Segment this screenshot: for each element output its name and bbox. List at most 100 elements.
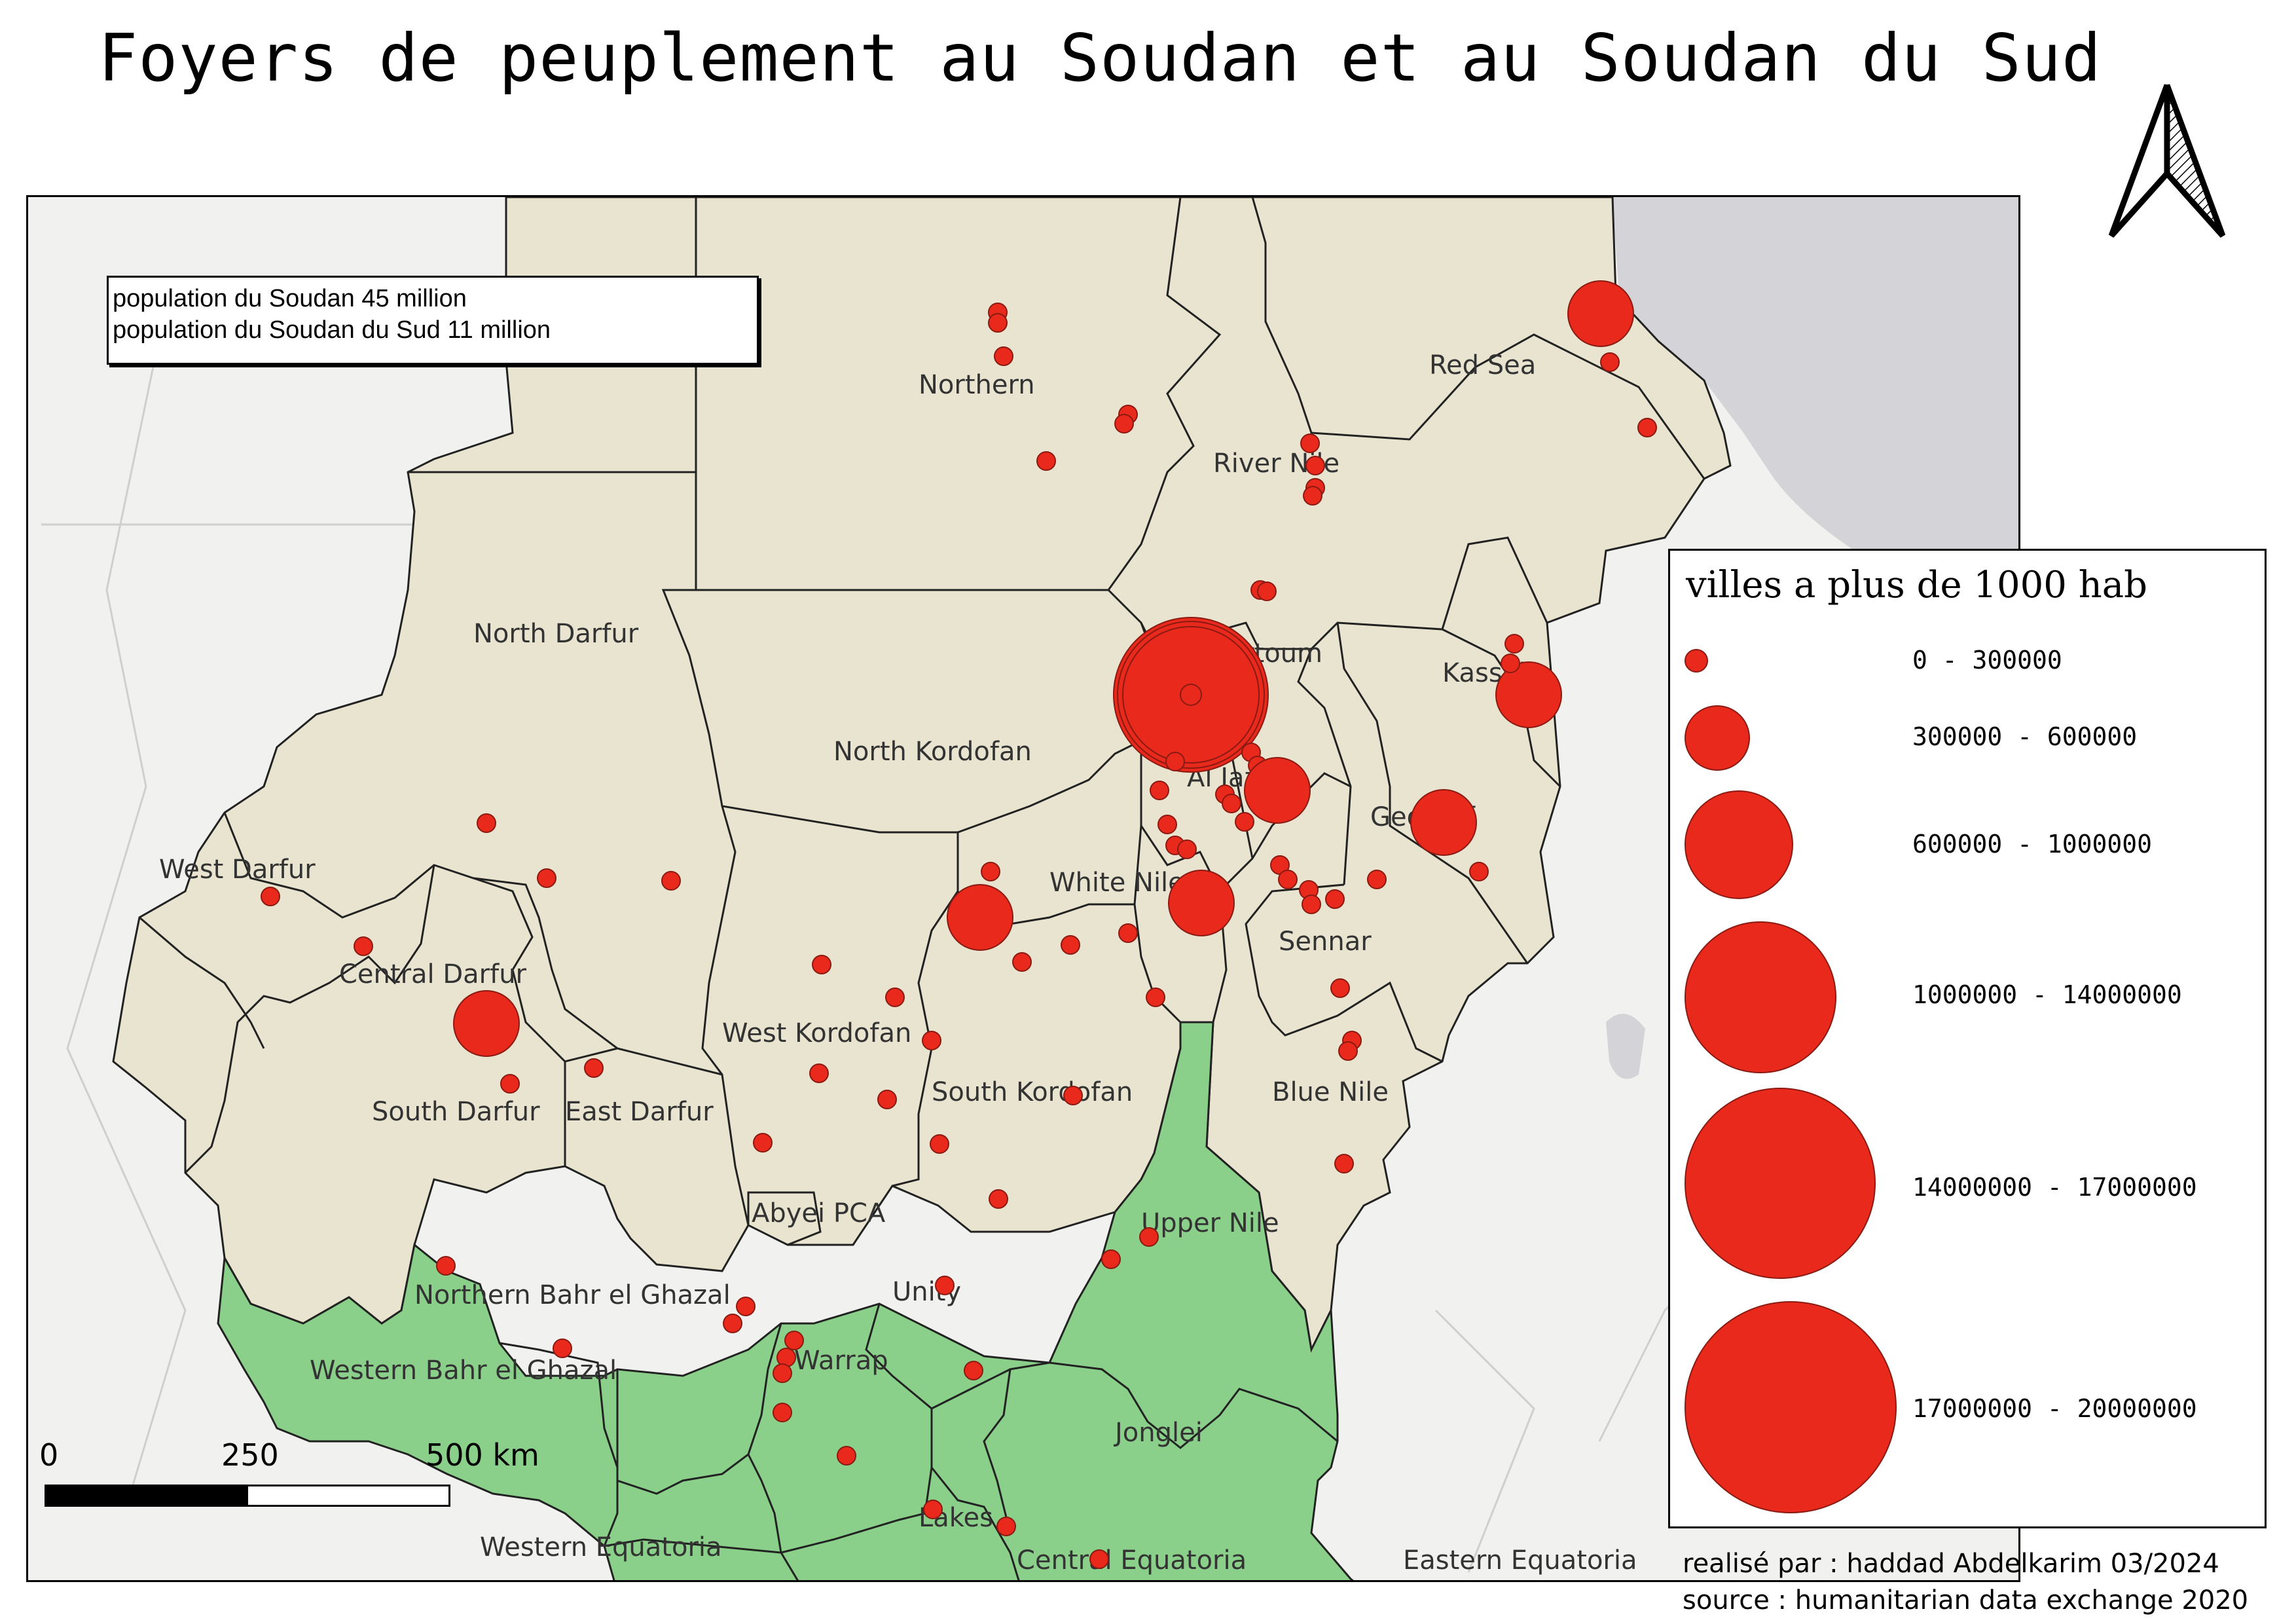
city-marker	[994, 346, 1013, 366]
city-marker	[922, 1031, 941, 1050]
population-south-sudan: population du Soudan du Sud 11 million	[113, 316, 551, 344]
author-credit: realisé par : haddad Abdelkarim 03/2024	[1683, 1549, 2219, 1579]
city-marker	[477, 813, 496, 833]
city-marker	[261, 887, 280, 906]
source-credit: source : humanitarian data exchange 2020	[1683, 1585, 2249, 1615]
city-marker	[1222, 794, 1241, 813]
label-abyei: Abyei PCA	[752, 1198, 886, 1228]
city-marker	[1600, 352, 1620, 372]
city-marker	[923, 1500, 943, 1519]
scale-bar-graphic	[45, 1485, 450, 1507]
label-eastern-equatoria: Eastern Equatoria	[1403, 1545, 1637, 1576]
city-marker	[1501, 654, 1520, 673]
city-marker	[1300, 434, 1320, 453]
label-northern: Northern	[919, 370, 1035, 400]
city-marker	[1061, 935, 1080, 955]
city-marker	[1338, 1041, 1358, 1061]
label-jonglei: Jonglei	[1113, 1418, 1203, 1448]
city-marker	[1101, 1249, 1121, 1269]
label-east-darfur: East Darfur	[565, 1097, 714, 1127]
city-marker	[723, 1314, 742, 1333]
lake-blob	[1606, 1014, 1645, 1079]
scale-bar-black-segment	[46, 1486, 248, 1505]
city-marker	[1036, 451, 1056, 471]
legend-circle-class-2	[1685, 705, 1750, 771]
label-north-kordofan: North Kordofan	[833, 737, 1032, 767]
city-marker	[1157, 815, 1177, 834]
city-marker	[1012, 952, 1032, 972]
scale-label-0: 0	[39, 1437, 59, 1473]
city-marker	[773, 1403, 792, 1422]
scale-label-250: 250	[221, 1437, 279, 1473]
population-sudan: population du Soudan 45 million	[113, 285, 467, 312]
label-red-sea: Red Sea	[1429, 350, 1536, 380]
legend-circle-class-1	[1685, 649, 1708, 673]
legend-circle-class-3	[1685, 790, 1793, 899]
label-sennar: Sennar	[1279, 927, 1372, 957]
city-marker	[1168, 870, 1235, 936]
city-marker	[877, 1090, 897, 1109]
city-marker	[1278, 870, 1298, 889]
label-north-darfur: North Darfur	[473, 619, 639, 649]
city-marker	[1410, 789, 1477, 856]
legend-label-class-4: 1000000 - 14000000	[1912, 980, 2182, 1009]
label-central-darfur: Central Darfur	[339, 959, 527, 989]
city-marker	[736, 1297, 756, 1316]
city-marker	[1118, 923, 1138, 943]
city-marker	[753, 1133, 773, 1153]
city-marker	[436, 1256, 456, 1276]
city-marker	[1325, 889, 1345, 909]
label-white-nile: White Nile	[1049, 868, 1184, 898]
city-marker	[1235, 812, 1254, 832]
label-upper-nile: Upper Nile	[1141, 1208, 1279, 1238]
legend-label-class-2: 300000 - 600000	[1912, 722, 2138, 751]
city-marker	[1504, 634, 1524, 654]
city-marker	[1165, 752, 1185, 771]
population-info-box: population du Soudan 45 million populati…	[107, 276, 759, 365]
city-marker	[809, 1063, 829, 1083]
city-marker	[964, 1361, 983, 1380]
legend-title: villes a plus de 1000 hab	[1686, 564, 2148, 606]
legend-circle-class-6	[1685, 1301, 1897, 1513]
legend-label-class-6: 17000000 - 20000000	[1912, 1394, 2197, 1423]
city-marker	[1303, 486, 1322, 506]
city-marker	[996, 1517, 1016, 1536]
city-marker	[1495, 661, 1562, 728]
city-marker	[1567, 280, 1634, 347]
city-marker	[885, 987, 905, 1007]
city-marker	[500, 1074, 520, 1094]
label-western-equatoria: Western Equatoria	[480, 1532, 722, 1562]
city-marker	[1114, 414, 1134, 434]
label-warrap: Warrap	[794, 1346, 888, 1376]
city-marker	[661, 871, 681, 891]
red-sea-water	[1613, 197, 2018, 574]
city-marker	[1146, 987, 1165, 1007]
credits: realisé par : haddad Abdelkarim 03/2024 …	[1683, 1545, 2248, 1619]
city-marker	[1089, 1549, 1109, 1569]
city-marker	[1367, 870, 1387, 889]
label-south-darfur: South Darfur	[372, 1097, 540, 1127]
city-marker	[988, 313, 1008, 333]
south-sudan-territory	[217, 1021, 1354, 1580]
city-marker	[553, 1338, 572, 1358]
legend: villes a plus de 1000 hab 0 - 300000 300…	[1668, 549, 2267, 1528]
north-arrow-icon	[2108, 84, 2226, 238]
city-marker	[584, 1058, 604, 1078]
city-marker	[1063, 1086, 1083, 1105]
city-marker	[1257, 581, 1277, 601]
city-marker	[1139, 1227, 1159, 1247]
map-frame[interactable]: Northern Red Sea River Nile North Darfur…	[26, 195, 2020, 1582]
legend-circle-class-5	[1685, 1088, 1876, 1279]
city-marker	[784, 1331, 804, 1350]
city-marker	[1302, 895, 1321, 914]
city-marker	[1150, 781, 1169, 800]
city-markers	[261, 280, 1657, 1569]
city-marker	[1330, 978, 1350, 998]
city-marker	[537, 868, 556, 888]
map-canvas[interactable]: Northern Red Sea River Nile North Darfur…	[28, 197, 2018, 1580]
label-western-bahr-el-ghazal: Western Bahr el Ghazal	[310, 1356, 617, 1386]
city-marker	[1305, 456, 1325, 475]
city-marker	[453, 990, 520, 1057]
label-south-kordofan: South Kordofan	[932, 1077, 1133, 1107]
south-sudan-state-borders	[499, 1303, 1338, 1580]
